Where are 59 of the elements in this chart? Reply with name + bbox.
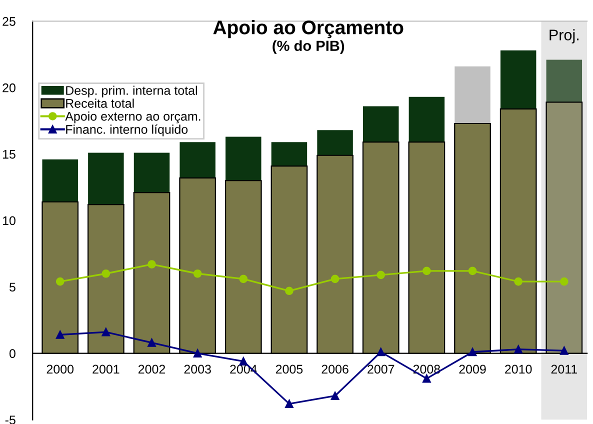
point (239, 274, 248, 284)
chart-title: Apoio ao Orçamento (213, 20, 404, 38)
point (330, 392, 340, 400)
x-tick-label: 2003 (184, 364, 211, 374)
point (422, 374, 431, 383)
point (376, 270, 386, 280)
x-tick-label: 2006 (322, 364, 348, 374)
bar (362, 106, 399, 142)
legend-label: Apoio externo ao orçam. (65, 112, 200, 124)
point (468, 266, 477, 276)
point (148, 338, 156, 347)
x-tick-label: 2005 (276, 364, 303, 374)
y-tick-label: -5 (5, 416, 16, 424)
point (193, 269, 202, 278)
x-tick-label: 2007 (368, 364, 394, 374)
point (514, 345, 523, 354)
y-tick-label: 20 (2, 83, 16, 92)
point (102, 269, 110, 278)
point (560, 277, 568, 286)
bar (408, 96, 445, 142)
point (56, 330, 64, 339)
legend-label: Desp. prim. interna total (66, 86, 197, 98)
point (422, 266, 431, 276)
x-tick-label: 2001 (92, 364, 120, 374)
bar (134, 152, 170, 193)
bar (42, 159, 78, 202)
point (330, 274, 340, 284)
point (468, 348, 477, 356)
point (560, 346, 568, 355)
x-tick-label: 2009 (459, 364, 486, 374)
bar (546, 60, 582, 102)
x-tick-label: 2011 (551, 364, 577, 374)
y-tick-label: 5 (9, 282, 16, 292)
y-tick-label: 0 (9, 349, 16, 358)
bar (180, 142, 216, 178)
bar (226, 136, 262, 181)
bar (454, 66, 490, 124)
bar (317, 130, 353, 156)
point (56, 277, 64, 286)
point (285, 286, 294, 296)
x-tick-label: 2002 (138, 364, 166, 374)
point (193, 349, 202, 358)
point (514, 277, 523, 286)
x-tick-label: 2000 (46, 364, 74, 374)
y-tick-label: 10 (3, 216, 16, 226)
point (148, 260, 156, 268)
y-tick-label: 15 (3, 150, 16, 159)
bar (500, 50, 536, 109)
bar (271, 142, 308, 166)
legend-label: Financ. interno líquido (66, 124, 188, 136)
point (285, 400, 294, 408)
point (376, 348, 386, 356)
band-label: Proj. (550, 29, 578, 44)
legend-label: Receita total (66, 98, 134, 108)
x-tick-label: 2010 (505, 364, 532, 374)
y-tick-label: 25 (2, 17, 16, 26)
point (102, 328, 110, 336)
text: (% do PIB) (272, 40, 344, 54)
bar (88, 152, 124, 205)
